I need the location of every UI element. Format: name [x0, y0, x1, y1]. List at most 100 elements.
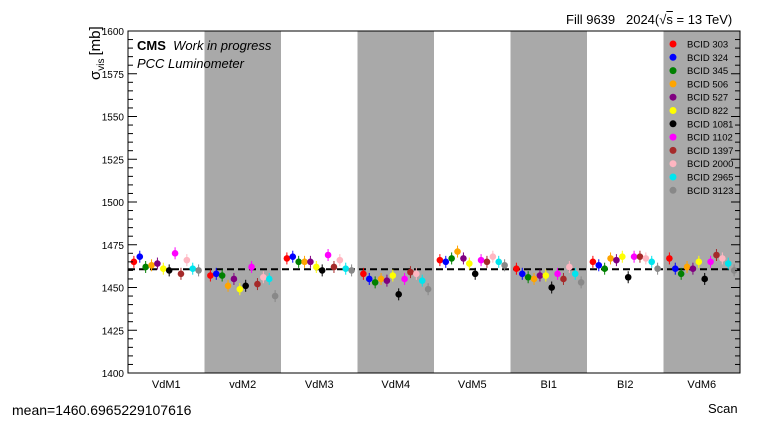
x-tick-label: VdM5: [458, 379, 487, 391]
scan-bands: [204, 31, 740, 373]
band-vdm4: [357, 31, 434, 373]
data-point: [142, 263, 149, 271]
data-point: [413, 270, 420, 278]
data-point: [136, 253, 144, 261]
energy: = 13 TeV): [672, 12, 733, 27]
data-point: [230, 275, 238, 283]
data-point: [236, 285, 244, 293]
data-point: [177, 270, 185, 278]
data-point: [365, 275, 373, 283]
data-point: [418, 277, 426, 284]
legend-label: BCID 1397: [687, 146, 733, 157]
detector-label: PCC Luminometer: [137, 56, 244, 71]
data-point: [477, 256, 485, 264]
data-point: [407, 268, 414, 276]
x-tick-label: BI2: [617, 379, 634, 391]
data-point: [160, 265, 167, 272]
data-point: [566, 263, 573, 271]
data-point: [730, 267, 738, 274]
data-point: [171, 250, 179, 257]
data-point: [377, 275, 385, 283]
x-axis-label: Scan: [708, 401, 738, 416]
y-axis-label-subscript: vis: [96, 59, 107, 71]
legend-label: BCID 1081: [687, 119, 733, 130]
data-point: [595, 261, 603, 269]
legend-label: BCID 506: [687, 79, 728, 90]
y-tick-label: 1600: [102, 27, 125, 38]
data-point: [542, 272, 550, 279]
data-point: [424, 285, 432, 293]
legend-marker: [669, 80, 677, 88]
data-points: [130, 245, 738, 303]
data-point: [601, 265, 608, 272]
data-point: [719, 255, 726, 262]
data-point: [389, 272, 397, 279]
data-point: [436, 256, 444, 264]
data-point: [248, 263, 255, 271]
fill-label: Fill 9639 2024(√s = 13 TeV): [566, 12, 732, 27]
data-point: [330, 263, 338, 271]
data-point: [195, 267, 202, 274]
data-point: [460, 255, 467, 262]
band-bi1: [510, 31, 587, 373]
data-point: [613, 256, 620, 264]
data-point: [495, 258, 503, 266]
data-point: [695, 258, 703, 266]
cms-logo-text: CMS: [137, 38, 166, 53]
axes: 1400 1425 1450 1475 1500 1525 1550 1575 1600 VdM1…: [102, 27, 741, 391]
y-tick-label: 1575: [102, 70, 125, 81]
data-point: [489, 253, 497, 261]
year: 2024: [625, 12, 655, 27]
data-point: [701, 275, 708, 283]
data-point: [289, 253, 297, 261]
data-point: [689, 265, 697, 272]
data-point: [313, 263, 320, 271]
data-point: [577, 279, 585, 286]
data-point: [336, 256, 344, 264]
data-point: [671, 265, 679, 272]
data-point: [619, 253, 626, 261]
experiment-label: CMS Work in progress: [137, 38, 271, 53]
data-point: [683, 263, 691, 271]
legend-marker: [669, 160, 677, 168]
data-point: [383, 277, 391, 284]
data-point: [466, 260, 473, 267]
x-tick-label: vdM2: [229, 379, 256, 391]
data-point: [265, 275, 273, 283]
data-point: [260, 273, 267, 281]
data-point: [360, 270, 367, 278]
y-tick-label: 1425: [102, 326, 125, 337]
data-point: [713, 251, 720, 259]
x-tick-label: VdM1: [152, 379, 181, 391]
data-point: [536, 272, 544, 279]
y-tick-label: 1450: [102, 284, 125, 295]
legend: BCID 303 BCID 324 BCID 345 BCID 506 BCID 527…: [669, 40, 733, 197]
data-point: [283, 255, 291, 262]
data-point: [371, 279, 379, 286]
data-point: [301, 258, 308, 266]
y-tick-label: 1550: [102, 113, 125, 124]
legend-marker: [669, 93, 677, 101]
legend-marker: [669, 53, 677, 61]
legend-label: BCID 303: [687, 40, 728, 51]
legend-label: BCID 2000: [687, 159, 733, 170]
legend-marker: [669, 40, 677, 48]
legend-marker: [669, 186, 677, 194]
y-axis-label-unit: [mb]: [87, 26, 104, 55]
data-point: [530, 275, 538, 283]
legend-label: BCID 527: [687, 93, 728, 104]
data-point: [454, 248, 461, 255]
band-vdm6: [663, 31, 740, 373]
data-point: [630, 253, 638, 261]
y-tick-label: 1500: [102, 198, 125, 209]
data-point: [242, 282, 249, 290]
status-text: Work in progress: [173, 38, 272, 53]
data-point: [448, 255, 455, 262]
data-point: [212, 270, 220, 278]
legend-marker: [669, 173, 677, 181]
data-point: [707, 258, 714, 266]
band-vdm2: [204, 31, 281, 373]
y-tick-label: 1400: [102, 369, 125, 380]
data-point: [642, 255, 650, 262]
data-point: [624, 273, 632, 281]
